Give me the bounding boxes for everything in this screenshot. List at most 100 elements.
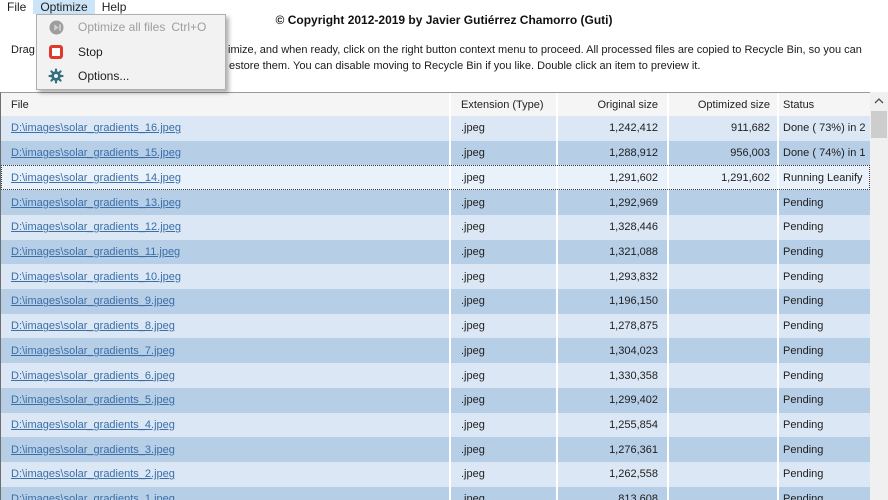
cell-optimized-size <box>669 413 779 438</box>
table-row[interactable]: D:\images\solar_gradients_4.jpeg .jpeg 1… <box>1 413 870 438</box>
cell-extension: .jpeg <box>451 413 558 438</box>
table-row[interactable]: D:\images\solar_gradients_8.jpeg .jpeg 1… <box>1 314 870 339</box>
table-row[interactable]: D:\images\solar_gradients_9.jpeg .jpeg 1… <box>1 289 870 314</box>
cell-status: Pending <box>779 388 870 413</box>
cell-optimized-size <box>669 338 779 363</box>
cell-optimized-size <box>669 388 779 413</box>
cell-optimized-size <box>669 289 779 314</box>
file-link[interactable]: D:\images\solar_gradients_16.jpeg <box>11 122 181 134</box>
table-row[interactable]: D:\images\solar_gradients_1.jpeg .jpeg 8… <box>1 487 870 500</box>
table-row[interactable]: D:\images\solar_gradients_16.jpeg .jpeg … <box>1 116 870 141</box>
gear-icon <box>45 68 67 84</box>
cell-optimized-size <box>669 487 779 500</box>
cell-optimized-size <box>669 314 779 339</box>
cell-optimized-size <box>669 264 779 289</box>
table-row[interactable]: D:\images\solar_gradients_10.jpeg .jpeg … <box>1 264 870 289</box>
cell-extension: .jpeg <box>451 363 558 388</box>
table-row[interactable]: D:\images\solar_gradients_6.jpeg .jpeg 1… <box>1 363 870 388</box>
file-link[interactable]: D:\images\solar_gradients_4.jpeg <box>11 419 175 431</box>
menu-item-label: Stop <box>78 45 103 59</box>
file-link[interactable]: D:\images\solar_gradients_8.jpeg <box>11 320 175 332</box>
cell-status: Pending <box>779 338 870 363</box>
table-row[interactable]: D:\images\solar_gradients_13.jpeg .jpeg … <box>1 190 870 215</box>
menu-item-label: Optimize all files <box>78 20 165 34</box>
column-header-status[interactable]: Status <box>779 93 870 116</box>
scrollbar-thumb[interactable] <box>871 111 887 138</box>
cell-original-size: 1,262,558 <box>558 462 669 487</box>
cell-status: Running Leanify <box>779 165 870 190</box>
play-circle-icon <box>45 20 67 35</box>
cell-optimized-size <box>669 240 779 265</box>
cell-original-size: 1,278,875 <box>558 314 669 339</box>
file-link[interactable]: D:\images\solar_gradients_13.jpeg <box>11 197 181 209</box>
menu-item-stop[interactable]: Stop <box>37 40 225 65</box>
cell-original-size: 1,196,150 <box>558 289 669 314</box>
cell-extension: .jpeg <box>451 141 558 166</box>
vertical-scrollbar[interactable] <box>870 92 888 500</box>
cell-extension: .jpeg <box>451 190 558 215</box>
file-link[interactable]: D:\images\solar_gradients_7.jpeg <box>11 345 175 357</box>
file-link[interactable]: D:\images\solar_gradients_10.jpeg <box>11 271 181 283</box>
cell-extension: .jpeg <box>451 388 558 413</box>
cell-original-size: 1,291,602 <box>558 165 669 190</box>
menu-item-optimize[interactable]: Optimize <box>33 0 94 14</box>
cell-original-size: 1,255,854 <box>558 413 669 438</box>
cell-extension: .jpeg <box>451 289 558 314</box>
menu-bar: File Optimize Help <box>0 0 888 14</box>
cell-original-size: 1,330,358 <box>558 363 669 388</box>
menu-item-help[interactable]: Help <box>95 0 134 14</box>
table-row[interactable]: D:\images\solar_gradients_7.jpeg .jpeg 1… <box>1 338 870 363</box>
cell-optimized-size: 956,003 <box>669 141 779 166</box>
cell-original-size: 1,293,832 <box>558 264 669 289</box>
table-row[interactable]: D:\images\solar_gradients_3.jpeg .jpeg 1… <box>1 437 870 462</box>
cell-status: Pending <box>779 289 870 314</box>
table-row[interactable]: D:\images\solar_gradients_5.jpeg .jpeg 1… <box>1 388 870 413</box>
cell-extension: .jpeg <box>451 487 558 500</box>
cell-status: Pending <box>779 363 870 388</box>
table-row[interactable]: D:\images\solar_gradients_11.jpeg .jpeg … <box>1 240 870 265</box>
file-link[interactable]: D:\images\solar_gradients_3.jpeg <box>11 444 175 456</box>
file-link[interactable]: D:\images\solar_gradients_6.jpeg <box>11 370 175 382</box>
cell-status: Pending <box>779 215 870 240</box>
cell-optimized-size <box>669 437 779 462</box>
file-link[interactable]: D:\images\solar_gradients_5.jpeg <box>11 394 175 406</box>
file-link[interactable]: D:\images\solar_gradients_1.jpeg <box>11 493 175 500</box>
file-link[interactable]: D:\images\solar_gradients_12.jpeg <box>11 221 181 233</box>
cell-status: Pending <box>779 462 870 487</box>
column-header-optimized-size[interactable]: Optimized size <box>669 93 779 116</box>
menu-item-options[interactable]: Options... <box>37 64 225 89</box>
table-row[interactable]: D:\images\solar_gradients_15.jpeg .jpeg … <box>1 141 870 166</box>
cell-status: Pending <box>779 487 870 500</box>
table-row[interactable]: D:\images\solar_gradients_14.jpeg .jpeg … <box>1 165 870 190</box>
cell-original-size: 1,292,969 <box>558 190 669 215</box>
file-link[interactable]: D:\images\solar_gradients_11.jpeg <box>11 246 180 258</box>
instructions-line2: estore them. You can disable moving to R… <box>229 60 700 72</box>
cell-status: Pending <box>779 240 870 265</box>
instructions-line1: imize, and when ready, click on the righ… <box>228 44 888 56</box>
chevron-up-icon <box>874 98 884 104</box>
cell-optimized-size: 911,682 <box>669 116 779 141</box>
cell-original-size: 1,288,912 <box>558 141 669 166</box>
scroll-up-button[interactable] <box>870 92 888 109</box>
cell-extension: .jpeg <box>451 264 558 289</box>
column-header-original-size[interactable]: Original size <box>558 93 669 116</box>
cell-extension: .jpeg <box>451 215 558 240</box>
cell-optimized-size <box>669 215 779 240</box>
cell-status: Pending <box>779 413 870 438</box>
file-link[interactable]: D:\images\solar_gradients_14.jpeg <box>11 172 181 184</box>
column-header-file[interactable]: File <box>1 93 451 116</box>
cell-original-size: 1,276,361 <box>558 437 669 462</box>
column-header-extension[interactable]: Extension (Type) <box>451 93 558 116</box>
table-row[interactable]: D:\images\solar_gradients_12.jpeg .jpeg … <box>1 215 870 240</box>
file-link[interactable]: D:\images\solar_gradients_9.jpeg <box>11 295 175 307</box>
file-table: File Extension (Type) Original size Opti… <box>0 92 870 500</box>
table-row[interactable]: D:\images\solar_gradients_2.jpeg .jpeg 1… <box>1 462 870 487</box>
file-link[interactable]: D:\images\solar_gradients_2.jpeg <box>11 468 175 480</box>
optimize-menu-popup: Optimize all files Ctrl+O Stop Options..… <box>36 14 226 90</box>
cell-status: Pending <box>779 314 870 339</box>
cell-extension: .jpeg <box>451 116 558 141</box>
menu-item-file[interactable]: File <box>0 0 33 14</box>
cell-status: Pending <box>779 437 870 462</box>
cell-extension: .jpeg <box>451 240 558 265</box>
file-link[interactable]: D:\images\solar_gradients_15.jpeg <box>11 147 181 159</box>
